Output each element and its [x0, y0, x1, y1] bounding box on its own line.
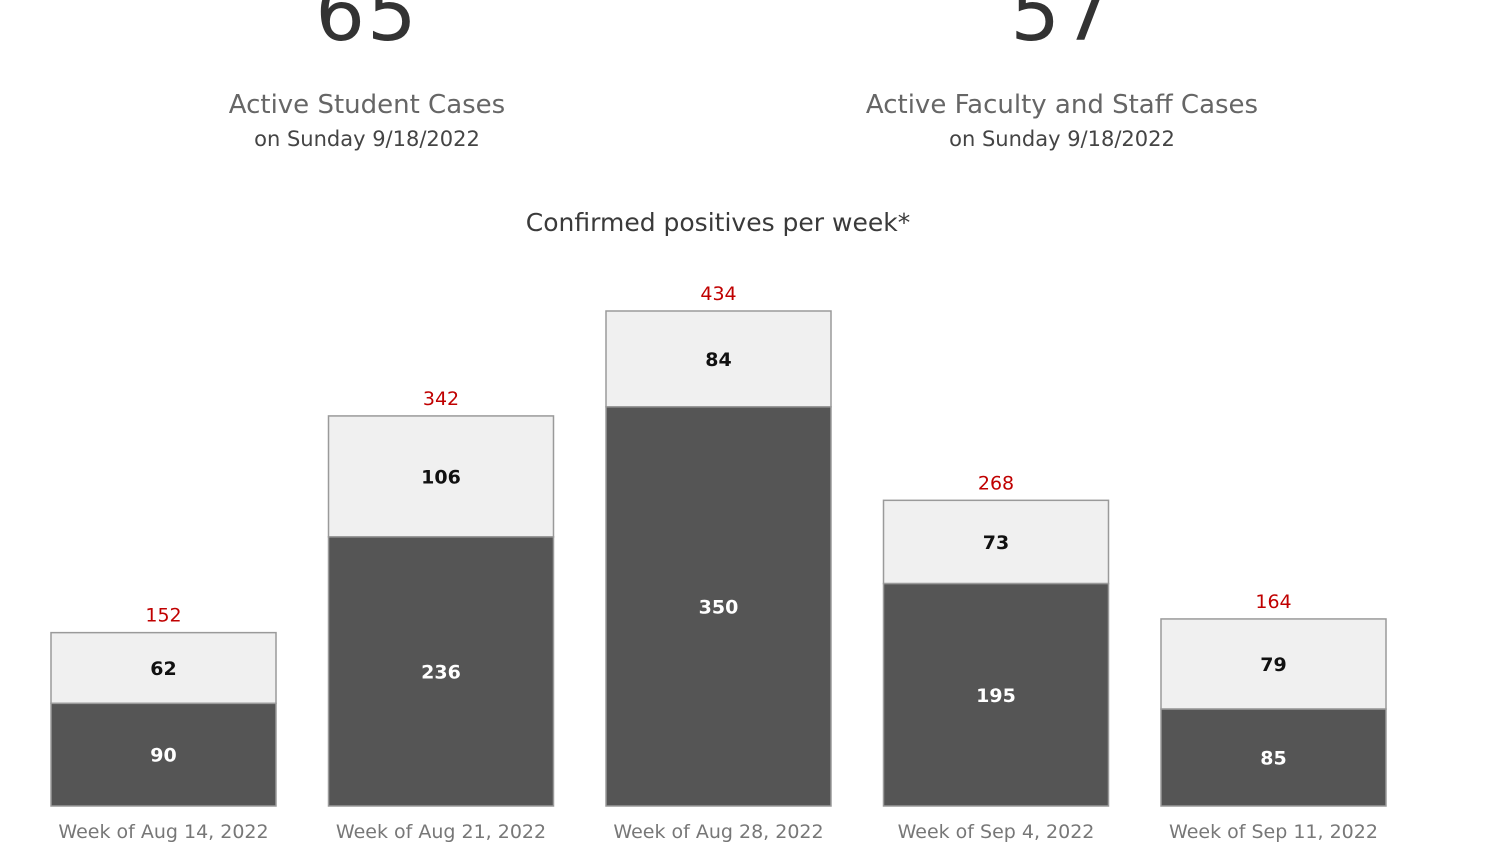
- total-value-label: 434: [700, 283, 736, 305]
- bar-segment-student: [882, 582, 1110, 807]
- bar-segment-staff: [1160, 618, 1387, 710]
- total-value-label: 152: [145, 605, 181, 627]
- bar-segment-student: [327, 536, 555, 807]
- student-cases-value: 65: [315, 0, 419, 59]
- bar-segment-staff: [327, 415, 555, 538]
- staff-value-label: 73: [983, 532, 1009, 554]
- student-value-label: 195: [976, 685, 1016, 707]
- staff-value-label: 79: [1260, 654, 1286, 676]
- bar-segment-student: [50, 702, 277, 807]
- student-value-label: 236: [421, 661, 461, 683]
- staff-value-label: 84: [705, 349, 731, 371]
- student-value-label: 90: [150, 745, 176, 767]
- staff-cases-value: 57: [1010, 0, 1114, 59]
- student-value-label: 350: [699, 596, 739, 618]
- chart-title: Confirmed positives per week*: [525, 208, 911, 237]
- category-label: Week of Sep 4, 2022: [898, 821, 1095, 843]
- staff-value-label: 106: [421, 466, 461, 488]
- student-cases-label: Active Student Cases: [228, 90, 506, 120]
- staff-cases-label: Active Faculty and Staff Cases: [865, 90, 1259, 120]
- category-label: Week of Aug 21, 2022: [336, 821, 546, 843]
- category-label: Week of Aug 28, 2022: [613, 821, 823, 843]
- bar-segment-student: [1160, 708, 1387, 807]
- student-value-label: 85: [1260, 748, 1286, 770]
- category-label: Week of Aug 14, 2022: [58, 821, 268, 843]
- staff-cases-date: on Sunday 9/18/2022: [949, 127, 1175, 151]
- bar-segment-staff: [605, 310, 832, 408]
- total-value-label: 164: [1255, 591, 1291, 613]
- total-value-label: 268: [978, 472, 1014, 494]
- bar-segment-staff: [882, 499, 1110, 585]
- student-cases-date: on Sunday 9/18/2022: [254, 127, 480, 151]
- category-label: Week of Sep 11, 2022: [1169, 821, 1378, 843]
- staff-value-label: 62: [150, 658, 176, 680]
- total-value-label: 342: [423, 388, 459, 410]
- bar-segment-staff: [50, 631, 277, 705]
- bar-segment-student: [605, 406, 832, 807]
